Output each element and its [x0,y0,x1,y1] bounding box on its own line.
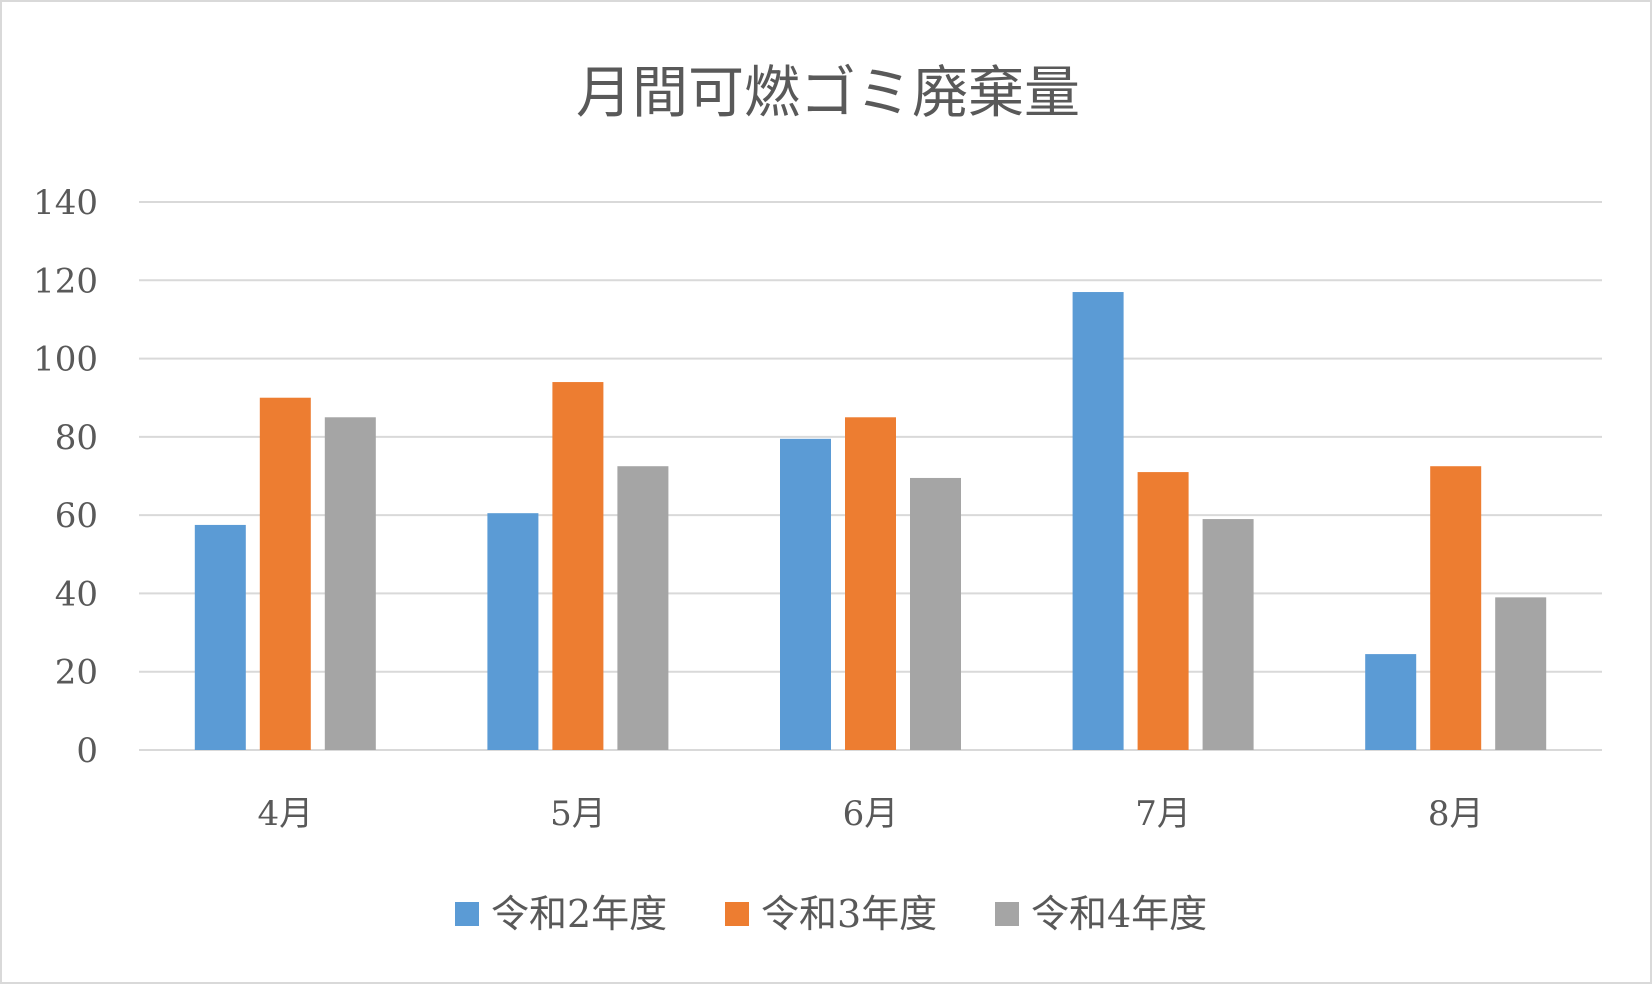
bar-2-4 [1137,472,1189,750]
bar-1-2 [487,513,539,750]
x-tick-label: 7月 [1135,794,1191,834]
y-tick-label: 0 [76,731,98,771]
bar-3-1 [324,417,376,750]
y-tick-label: 80 [55,418,98,458]
x-tick-label: 4月 [257,794,313,834]
y-tick-label: 140 [33,183,98,223]
legend-swatch [995,902,1019,926]
bar-3-5 [1495,597,1547,750]
bar-3-3 [910,477,961,750]
y-tick-label: 120 [33,261,98,301]
y-tick-label: 40 [55,574,98,614]
legend-label: 令和3年度 [761,892,937,936]
x-tick-label: 6月 [843,794,899,834]
bar-2-1 [259,397,311,750]
bars [194,292,1547,750]
bar-1-5 [1365,654,1417,750]
y-tick-label: 100 [33,340,98,380]
legend-label: 令和2年度 [491,892,667,936]
legend-swatch [725,902,749,926]
bar-2-5 [1430,466,1482,750]
x-axis-tick-labels: 4月 5月 6月 7月 8月 [257,794,1483,834]
bar-2-2 [552,382,604,750]
bar-1-1 [194,524,246,750]
y-axis-tick-labels: 0 20 40 60 80 100 120 140 [33,183,98,771]
legend-label: 令和4年度 [1031,892,1207,936]
chart-title: 月間可燃ゴミ廃棄量 [576,61,1080,126]
bar-1-3 [780,438,831,750]
y-tick-label: 60 [55,496,98,536]
bar-2-3 [845,417,896,750]
legend-swatch [455,902,479,926]
legend: 令和2年度 令和3年度 令和4年度 [455,892,1207,936]
bar-3-4 [1202,519,1254,750]
x-tick-label: 5月 [550,794,606,834]
y-tick-label: 20 [55,653,98,693]
bar-3-2 [617,466,669,750]
bar-1-4 [1072,292,1124,750]
x-tick-label: 8月 [1428,794,1484,834]
